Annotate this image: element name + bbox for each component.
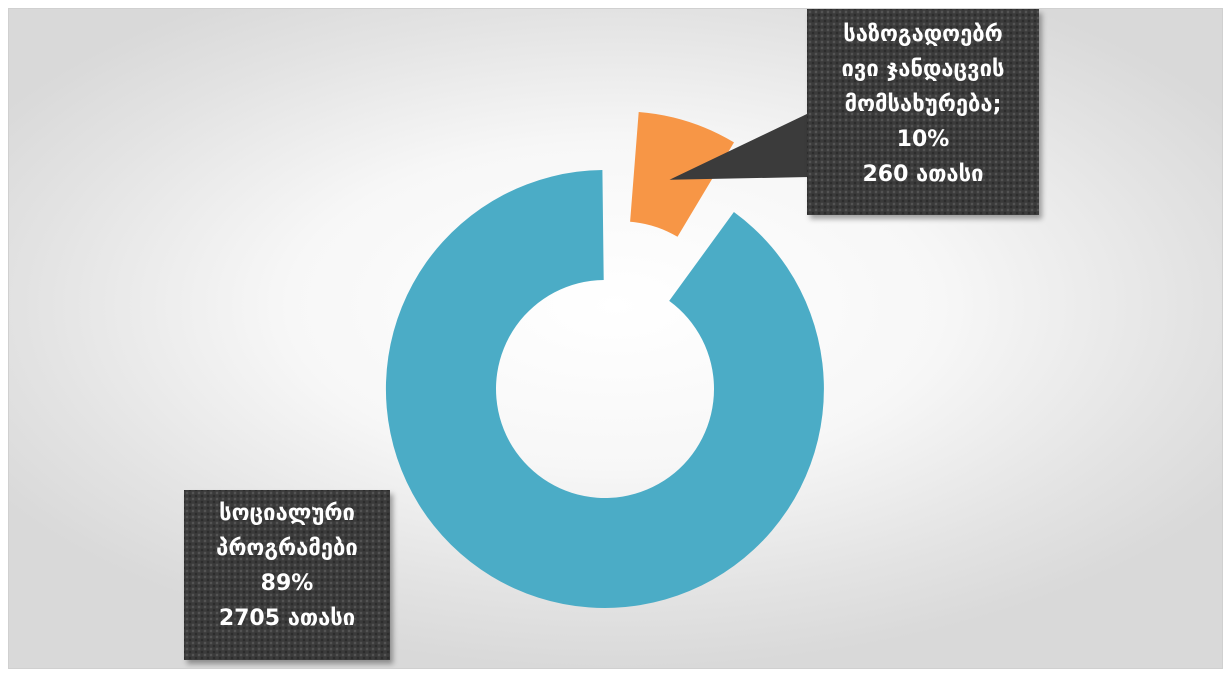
label-line: ივი ჯანდაცვის	[841, 57, 1005, 82]
label-line: პროგრამები	[216, 536, 358, 561]
donut-slice-social-programs	[385, 170, 824, 608]
callout-pointer-health	[669, 113, 809, 180]
value-label: 2705 ათასი	[218, 606, 356, 631]
chart-area: საზოგადოებრ ივი ჯანდაცვის მომსახურება; 1…	[8, 8, 1223, 669]
donut-chart	[385, 112, 824, 608]
data-label-social-programs: სოციალური პროგრამები 89% 2705 ათასი	[184, 490, 390, 660]
data-label-public-health: საზოგადოებრ ივი ჯანდაცვის მომსახურება; 1…	[807, 9, 1039, 215]
value-label: 260 ათასი	[862, 162, 984, 187]
percent-label: 10%	[896, 127, 950, 152]
label-line: სოციალური	[219, 501, 355, 526]
label-line: საზოგადოებრ	[843, 22, 1003, 47]
percent-label: 89%	[260, 571, 314, 596]
donut-slices	[385, 112, 824, 608]
label-line: მომსახურება;	[844, 92, 1002, 117]
